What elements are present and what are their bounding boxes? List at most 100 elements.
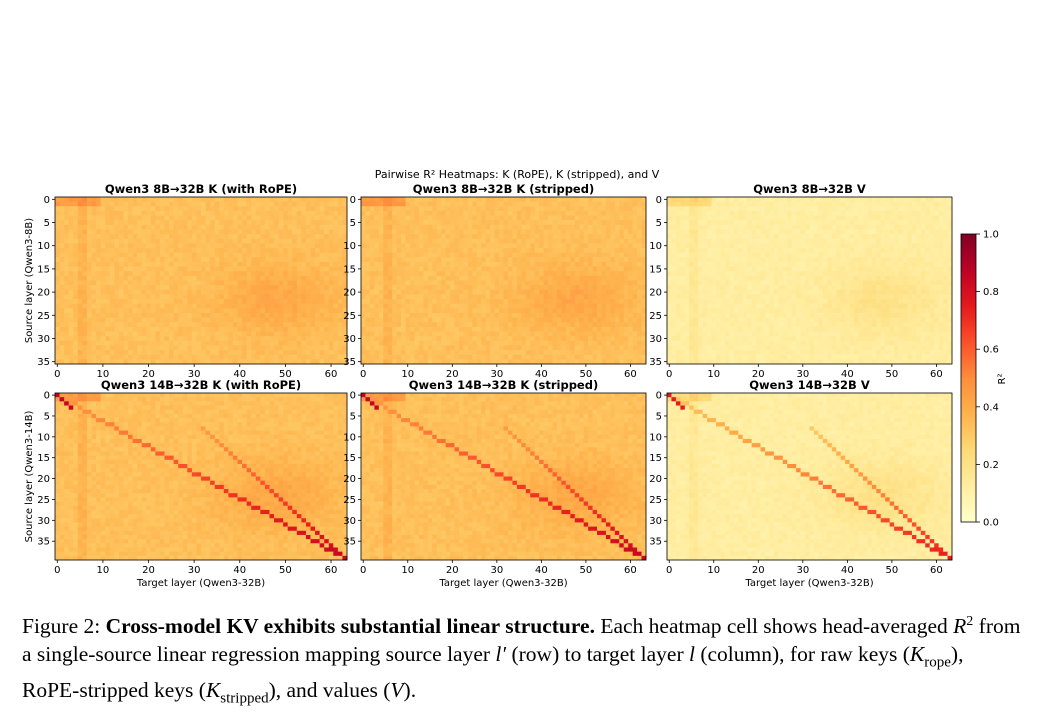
heatmap-cell [187, 336, 192, 341]
heatmap-cell [206, 355, 211, 360]
heatmap-cell [597, 253, 602, 258]
heatmap-cell [370, 220, 375, 225]
heatmap-cell [615, 262, 620, 267]
heatmap-cell [943, 211, 948, 216]
heatmap-cell [401, 281, 406, 286]
heatmap-cell [137, 197, 142, 202]
heatmap-cell [320, 332, 325, 337]
heatmap-cell [301, 206, 306, 211]
heatmap-cell [579, 318, 584, 323]
heatmap-cell [881, 202, 886, 207]
heatmap-cell [206, 290, 211, 295]
heatmap-cell [671, 202, 676, 207]
heatmap-cell [432, 327, 437, 332]
heatmap-cell [114, 229, 119, 234]
heatmap-cell [512, 308, 517, 313]
heatmap-cell [210, 229, 215, 234]
heatmap-cell [841, 206, 846, 211]
heatmap-cell [579, 262, 584, 267]
heatmap-cell [593, 322, 598, 327]
heatmap-cell [238, 220, 243, 225]
heatmap-cell [521, 290, 526, 295]
heatmap-cell [142, 197, 147, 202]
heatmap-cell [401, 355, 406, 360]
heatmap-cell [446, 332, 451, 337]
heatmap-cell [490, 271, 495, 276]
heatmap-cell [365, 267, 370, 272]
heatmap-cell [624, 350, 629, 355]
heatmap-cell [196, 313, 201, 318]
heatmap-cell [370, 322, 375, 327]
heatmap-cell [455, 276, 460, 281]
heatmap-cell [64, 267, 69, 272]
heatmap-cell [526, 253, 531, 258]
heatmap-cell [82, 216, 87, 221]
heatmap-cell [78, 243, 83, 248]
heatmap-cell [142, 239, 147, 244]
heatmap-cell [633, 197, 638, 202]
heatmap-cell [379, 239, 384, 244]
heatmap-cell [437, 220, 442, 225]
heatmap-cell [215, 318, 220, 323]
heatmap-cell [930, 197, 935, 202]
heatmap-cell [628, 322, 633, 327]
heatmap-cell [836, 206, 841, 211]
heatmap-cell [60, 243, 65, 248]
heatmap-cell [615, 350, 620, 355]
heatmap-cell [481, 197, 486, 202]
heatmap-cell [633, 220, 638, 225]
heatmap-cell [490, 257, 495, 262]
heatmap-cell [694, 206, 699, 211]
heatmap-cell [526, 341, 531, 346]
heatmap-cell [361, 313, 366, 318]
heatmap-cell [151, 294, 156, 299]
heatmap-cell [324, 355, 329, 360]
heatmap-cell [128, 318, 133, 323]
heatmap-cell [827, 206, 832, 211]
heatmap-cell [397, 299, 402, 304]
heatmap-cell [187, 304, 192, 309]
heatmap-cell [361, 216, 366, 221]
heatmap-cell [557, 299, 562, 304]
heatmap-cell [55, 304, 60, 309]
heatmap-cell [459, 294, 464, 299]
heatmap-cell [517, 327, 522, 332]
heatmap-cell [110, 271, 115, 276]
heatmap-cell [521, 336, 526, 341]
heatmap-cell [101, 290, 106, 295]
heatmap-cell [324, 257, 329, 262]
heatmap-cell [414, 271, 419, 276]
heatmap-cell [747, 216, 752, 221]
heatmap-cell [850, 197, 855, 202]
heatmap-cell [110, 267, 115, 272]
heatmap-cell [119, 216, 124, 221]
heatmap-cell [725, 211, 730, 216]
heatmap-cell [552, 318, 557, 323]
heatmap-cell [539, 248, 544, 253]
heatmap-cell [481, 211, 486, 216]
heatmap-cell [178, 308, 183, 313]
heatmap-cell [274, 285, 279, 290]
heatmap-cell [329, 248, 334, 253]
heatmap-cell [301, 299, 306, 304]
heatmap-cell [274, 336, 279, 341]
heatmap-cell [370, 202, 375, 207]
heatmap-cell [370, 211, 375, 216]
heatmap-cell [388, 281, 393, 286]
heatmap-cell [329, 332, 334, 337]
heatmap-cell [579, 257, 584, 262]
heatmap-cell [333, 299, 338, 304]
heatmap-cell [552, 257, 557, 262]
heatmap-cell [60, 327, 65, 332]
heatmap-cell [561, 341, 566, 346]
heatmap-cell [588, 220, 593, 225]
heatmap-cell [379, 299, 384, 304]
heatmap-cell [333, 336, 338, 341]
heatmap-cell [210, 253, 215, 258]
heatmap-cell [530, 229, 535, 234]
heatmap-cell [183, 225, 188, 230]
heatmap-cell [552, 332, 557, 337]
heatmap-cell [73, 211, 78, 216]
heatmap-cell [508, 243, 513, 248]
heatmap-cell [146, 285, 151, 290]
